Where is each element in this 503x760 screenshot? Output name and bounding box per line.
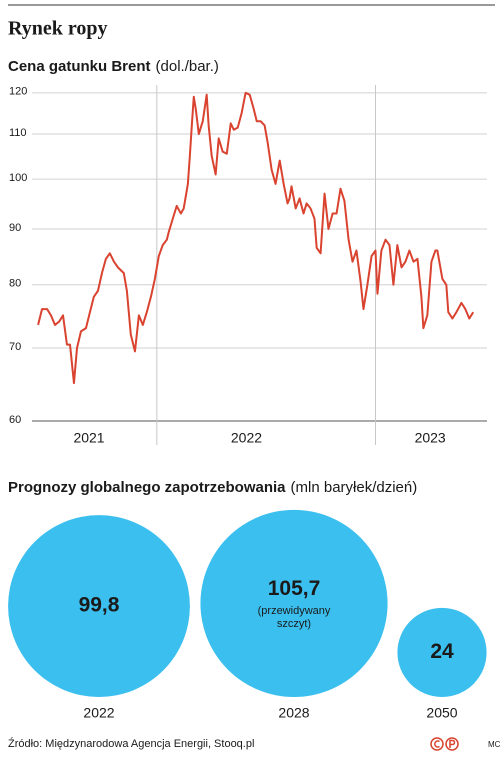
y-tick-label: 70 — [9, 341, 21, 353]
credit: MC — [488, 740, 501, 749]
bubble — [8, 515, 190, 697]
bubble — [397, 607, 487, 698]
chart-unit: (dol./bar.) — [156, 58, 219, 75]
x-tick-label: 2023 — [415, 430, 446, 446]
chart-title-main: Prognozy globalnego zapotrzebowania — [8, 479, 286, 496]
chart-title: Cena gatunku Brent (dol./bar.) — [8, 58, 219, 75]
copyright-icons — [430, 737, 459, 751]
x-tick-label: 2022 — [231, 430, 262, 446]
category-label: 2050 — [426, 705, 457, 721]
y-tick-label: 100 — [9, 172, 27, 184]
bubble — [200, 509, 388, 697]
y-tick-label: 60 — [9, 414, 21, 426]
price-line — [37, 91, 475, 385]
category-label: 2022 — [83, 705, 114, 721]
value-label: 99,8 — [79, 594, 120, 617]
page-title: Rynek ropy — [8, 18, 108, 40]
y-tick-label: 120 — [9, 86, 27, 98]
category-label: 2028 — [278, 705, 309, 721]
y-tick-label: 110 — [9, 127, 27, 139]
chart-title-main: Cena gatunku Brent — [8, 58, 151, 75]
value-label: 24 — [430, 640, 454, 663]
y-tick-label: 80 — [9, 278, 21, 290]
source: Źródło: Międzynarodowa Agencja Energii, … — [8, 737, 254, 750]
x-tick-label: 2021 — [73, 430, 104, 446]
value-label: 105,7 — [268, 577, 321, 600]
chart-title: Prognozy globalnego zapotrzebowania (mln … — [8, 479, 417, 496]
y-tick-label: 90 — [9, 222, 21, 234]
chart-unit: (mln baryłek/dzień) — [291, 479, 418, 496]
value-note: (przewidywany szczyt) — [257, 605, 331, 631]
